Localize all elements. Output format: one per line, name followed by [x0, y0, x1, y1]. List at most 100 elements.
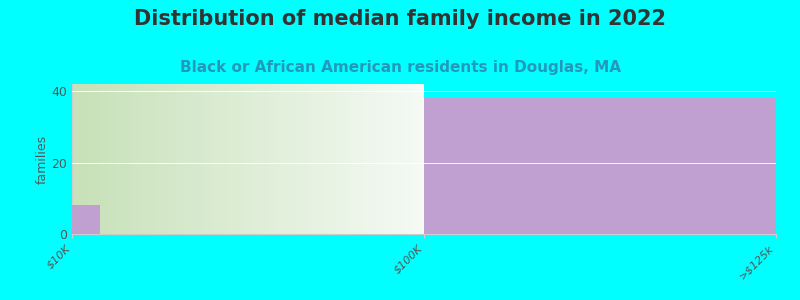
- Bar: [329, 84, 330, 234]
- Bar: [382, 84, 383, 234]
- Bar: [308, 84, 310, 234]
- Bar: [210, 84, 211, 234]
- Bar: [394, 84, 396, 234]
- Bar: [141, 84, 142, 234]
- Y-axis label: families: families: [35, 134, 49, 184]
- Bar: [345, 84, 346, 234]
- Bar: [185, 84, 186, 234]
- Bar: [154, 84, 157, 234]
- Bar: [380, 84, 382, 234]
- Bar: [258, 84, 260, 234]
- Bar: [222, 84, 223, 234]
- Bar: [158, 84, 160, 234]
- Bar: [190, 84, 192, 234]
- Bar: [91, 84, 93, 234]
- Bar: [178, 84, 179, 234]
- Bar: [324, 84, 326, 234]
- Bar: [238, 84, 239, 234]
- Bar: [364, 84, 366, 234]
- Bar: [118, 84, 119, 234]
- Bar: [403, 84, 405, 234]
- Bar: [350, 84, 352, 234]
- Bar: [301, 84, 302, 234]
- Bar: [197, 84, 198, 234]
- Bar: [278, 84, 280, 234]
- Bar: [119, 84, 122, 234]
- Bar: [95, 84, 97, 234]
- Bar: [241, 84, 242, 234]
- Bar: [194, 84, 195, 234]
- Bar: [109, 84, 110, 234]
- Bar: [198, 84, 201, 234]
- Bar: [79, 84, 81, 234]
- Bar: [211, 84, 213, 234]
- Bar: [289, 84, 290, 234]
- Bar: [274, 84, 276, 234]
- Bar: [276, 84, 278, 234]
- Bar: [204, 84, 206, 234]
- Bar: [239, 84, 241, 234]
- Bar: [322, 84, 324, 234]
- Bar: [86, 84, 88, 234]
- Bar: [150, 84, 151, 234]
- Bar: [310, 84, 311, 234]
- Text: Distribution of median family income in 2022: Distribution of median family income in …: [134, 9, 666, 29]
- Bar: [163, 84, 166, 234]
- Bar: [361, 84, 362, 234]
- Bar: [100, 84, 102, 234]
- Bar: [181, 84, 183, 234]
- Bar: [174, 84, 176, 234]
- Bar: [315, 84, 317, 234]
- Bar: [392, 84, 394, 234]
- Bar: [267, 84, 269, 234]
- Bar: [387, 84, 389, 234]
- Bar: [251, 84, 254, 234]
- Bar: [399, 84, 401, 234]
- Bar: [128, 84, 130, 234]
- Bar: [362, 84, 364, 234]
- Bar: [245, 84, 246, 234]
- Bar: [169, 84, 170, 234]
- Bar: [135, 84, 137, 234]
- Bar: [167, 84, 169, 234]
- Bar: [223, 84, 225, 234]
- Bar: [151, 84, 153, 234]
- Bar: [123, 84, 125, 234]
- Bar: [424, 98, 776, 234]
- Bar: [229, 84, 230, 234]
- Bar: [304, 84, 306, 234]
- Bar: [207, 84, 210, 234]
- Bar: [188, 84, 190, 234]
- Bar: [298, 84, 299, 234]
- Bar: [352, 84, 354, 234]
- Bar: [338, 84, 339, 234]
- Bar: [354, 84, 355, 234]
- Bar: [75, 84, 78, 234]
- Bar: [417, 84, 418, 234]
- Bar: [405, 84, 406, 234]
- Bar: [230, 84, 232, 234]
- Bar: [130, 84, 132, 234]
- Bar: [176, 84, 178, 234]
- Bar: [264, 84, 266, 234]
- Bar: [346, 84, 348, 234]
- Bar: [144, 84, 146, 234]
- Bar: [378, 84, 380, 234]
- Bar: [116, 84, 118, 234]
- Bar: [139, 84, 141, 234]
- Bar: [368, 84, 370, 234]
- Bar: [396, 84, 398, 234]
- Bar: [342, 84, 343, 234]
- Bar: [327, 84, 329, 234]
- Bar: [242, 84, 245, 234]
- Bar: [170, 84, 172, 234]
- Bar: [227, 84, 229, 234]
- Bar: [113, 84, 114, 234]
- Bar: [336, 84, 338, 234]
- Bar: [318, 84, 320, 234]
- Bar: [254, 84, 255, 234]
- Bar: [98, 84, 100, 234]
- Bar: [102, 84, 104, 234]
- Bar: [72, 84, 74, 234]
- Bar: [132, 84, 134, 234]
